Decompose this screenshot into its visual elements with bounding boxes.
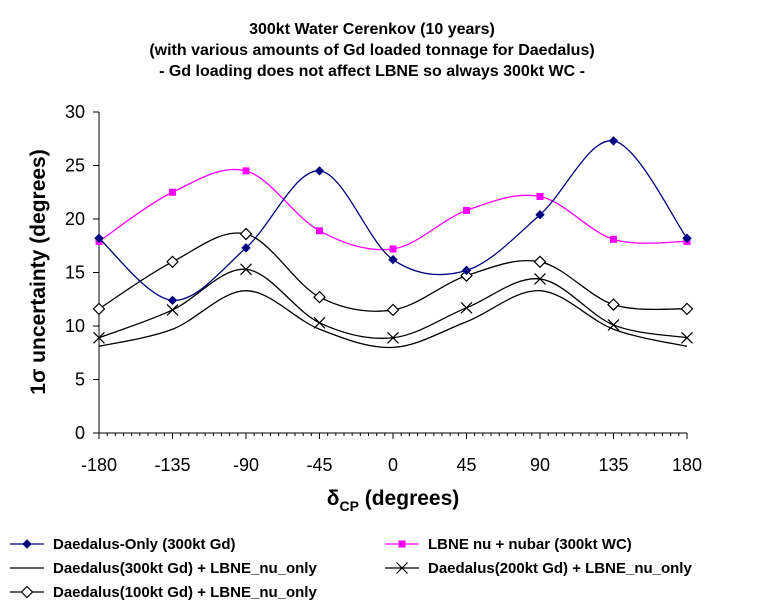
x-minor-ticks: [106, 433, 680, 436]
chart-title-line-2: (with various amounts of Gd loaded tonna…: [149, 42, 594, 59]
y-tick-label: 15: [65, 263, 85, 283]
series-daedalus-200kt: [93, 263, 693, 344]
chart-title: 300kt Water Cerenkov (10 years) (with va…: [149, 21, 594, 80]
x-tick-label: 135: [598, 455, 628, 475]
series-lbne-nu-nubar: [95, 167, 691, 253]
x-tick-label: -45: [306, 455, 332, 475]
data-point-daedalus-200kt: [607, 319, 620, 331]
series-daedalus-300kt: [98, 290, 688, 349]
data-point-daedalus-only: [314, 166, 325, 176]
legend-item-daedalus-100kt: Daedalus(100kt Gd) + LBNE_nu_only: [10, 584, 317, 601]
legend-label: LBNE nu + nubar (300kt WC): [428, 536, 632, 553]
data-point-daedalus-100kt: [166, 255, 179, 269]
data-point-daedalus-200kt: [534, 272, 546, 285]
data-point-daedalus-100kt: [386, 303, 400, 317]
x-axis-label-subscript: CP: [339, 498, 358, 514]
legend-item-daedalus-300kt: Daedalus(300kt Gd) + LBNE_nu_only: [10, 560, 317, 577]
data-point-lbne-nu-nubar: [536, 193, 544, 201]
data-point-lbne-nu-nubar: [169, 188, 176, 196]
legend: Daedalus-Only (300kt Gd) LBNE nu + nubar …: [10, 536, 692, 601]
legend-item-daedalus-only: Daedalus-Only (300kt Gd): [10, 536, 236, 553]
data-point-lbne-nu-nubar: [316, 227, 323, 235]
series-line-lbne-nu-nubar: [98, 168, 688, 251]
x-tick-label: -90: [233, 455, 259, 475]
data-point-daedalus-only: [241, 243, 251, 253]
data-point-daedalus-only: [461, 265, 472, 276]
data-point-daedalus-100kt: [680, 302, 694, 316]
legend-marker: [396, 562, 408, 574]
series-daedalus-100kt: [92, 227, 694, 317]
y-tick-label: 5: [75, 370, 85, 390]
data-point-daedalus-only: [608, 136, 619, 146]
data-point-lbne-nu-nubar: [463, 206, 470, 214]
y-tick-label: 0: [75, 423, 85, 443]
data-point-lbne-nu-nubar: [610, 235, 617, 243]
data-point-daedalus-only: [682, 233, 692, 243]
x-tick-label: 0: [388, 455, 398, 475]
y-tick-label: 10: [65, 316, 85, 336]
series-line-daedalus-only: [98, 140, 688, 301]
chart-title-line-1: 300kt Water Cerenkov (10 years): [249, 21, 495, 38]
data-point-daedalus-200kt: [681, 331, 693, 344]
data-point-daedalus-200kt: [387, 331, 399, 344]
series-group: [92, 136, 694, 349]
x-ticks: -180 -135 -90 -45 0 45 90 135 180: [81, 433, 702, 475]
y-tick-label: 25: [65, 156, 85, 176]
data-point-daedalus-100kt: [92, 302, 106, 316]
data-point-daedalus-200kt: [166, 304, 179, 316]
data-point-daedalus-200kt: [313, 316, 326, 329]
x-axis-label-rest: (degrees): [359, 487, 459, 510]
data-point-daedalus-200kt: [240, 263, 252, 276]
series-daedalus-only: [94, 136, 692, 306]
legend-label: Daedalus(200kt Gd) + LBNE_nu_only: [428, 560, 692, 577]
chart-title-line-3: - Gd loading does not affect LBNE so alw…: [159, 63, 585, 80]
y-tick-label: 30: [65, 102, 85, 122]
y-ticks: 0 5 10 15 20 25 30: [65, 102, 99, 443]
data-point-daedalus-only: [388, 254, 398, 265]
data-point-daedalus-200kt: [460, 301, 473, 314]
data-point-daedalus-100kt: [460, 269, 473, 283]
data-point-daedalus-only: [167, 295, 178, 306]
x-tick-label: -135: [154, 455, 190, 475]
legend-marker: [398, 540, 406, 548]
x-tick-label: 90: [530, 455, 550, 475]
legend-marker: [22, 539, 32, 549]
legend-label: Daedalus(100kt Gd) + LBNE_nu_only: [53, 584, 317, 601]
data-point-lbne-nu-nubar: [389, 245, 397, 253]
data-point-daedalus-only: [94, 233, 104, 243]
x-axis-label: δCP (degrees): [327, 487, 460, 514]
data-point-daedalus-100kt: [607, 298, 620, 311]
legend-item-daedalus-200kt: Daedalus(200kt Gd) + LBNE_nu_only: [385, 560, 692, 577]
series-line-daedalus-100kt: [98, 232, 688, 312]
axes: [98, 112, 687, 434]
legend-item-lbne-nu-nubar: LBNE nu + nubar (300kt WC): [385, 536, 632, 553]
data-point-daedalus-100kt: [533, 255, 547, 269]
legend-marker: [20, 585, 34, 599]
data-point-daedalus-100kt: [239, 227, 253, 241]
legend-label: Daedalus-Only (300kt Gd): [53, 536, 236, 553]
x-axis-label-delta: δ: [327, 487, 340, 510]
x-tick-label: 45: [456, 455, 476, 475]
x-tick-label: -180: [81, 455, 117, 475]
y-tick-label: 20: [65, 209, 85, 229]
data-point-daedalus-100kt: [313, 290, 326, 304]
x-tick-label: 180: [672, 455, 702, 475]
data-point-daedalus-only: [535, 210, 545, 220]
series-line-daedalus-300kt: [98, 290, 688, 349]
data-point-lbne-nu-nubar: [242, 167, 250, 175]
y-axis-label: 1σ uncertainty (degrees): [27, 149, 50, 394]
legend-label: Daedalus(300kt Gd) + LBNE_nu_only: [53, 560, 317, 577]
data-point-daedalus-200kt: [93, 331, 105, 344]
